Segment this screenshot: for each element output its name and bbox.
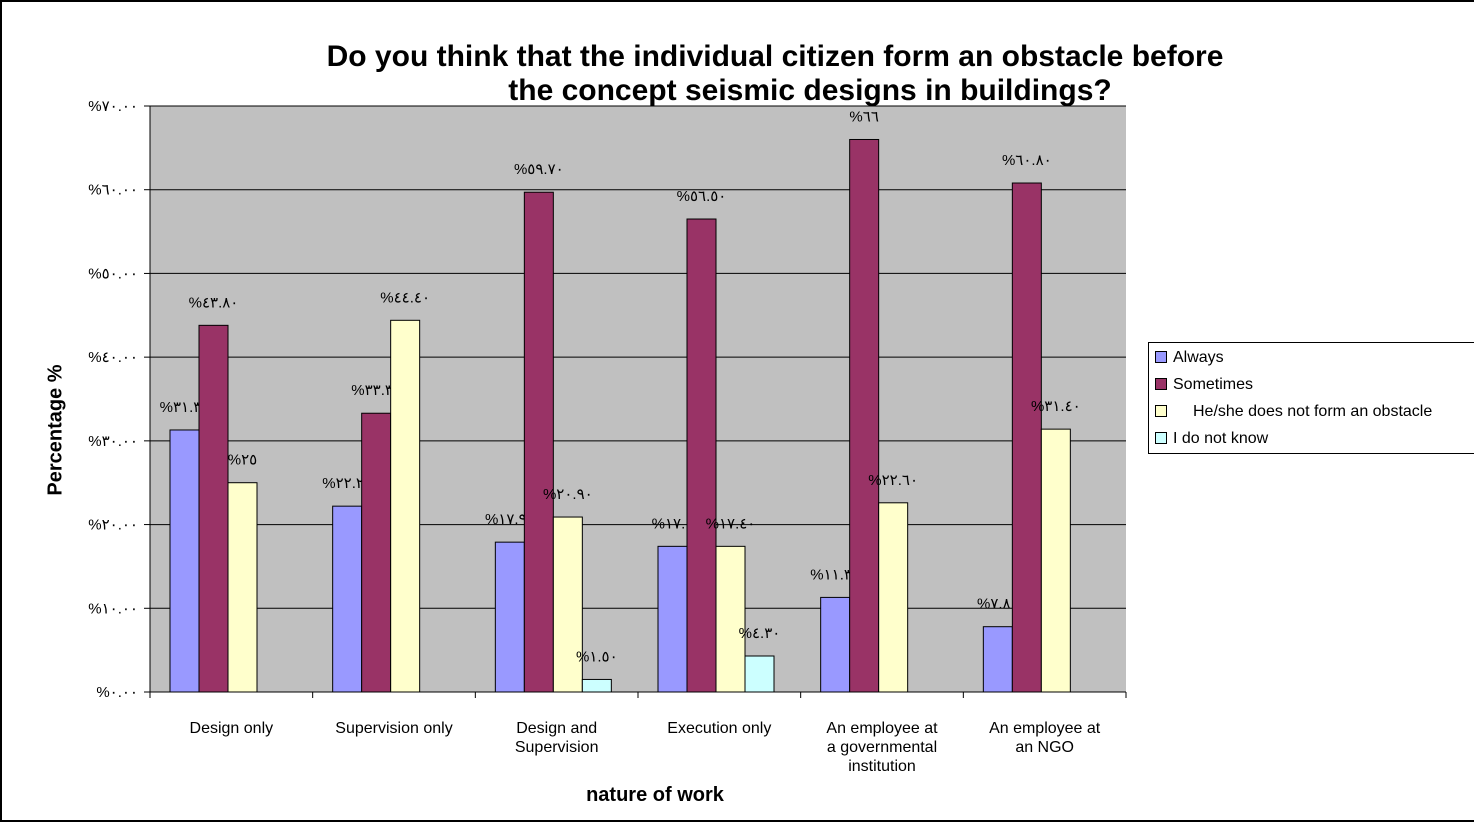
- x-tick-label-line: Design and: [516, 720, 597, 737]
- y-tick-label: %٤٠.٠٠: [88, 349, 138, 366]
- data-label: %٢٠.٩٠: [543, 486, 593, 503]
- legend-label-sometimes: Sometimes: [1173, 376, 1254, 393]
- data-label: %٧.٨٠: [977, 596, 1019, 613]
- x-tick-label-line: An employee at: [826, 720, 938, 737]
- bar: [523, 191, 554, 693]
- x-tick-label-line: institution: [848, 758, 916, 775]
- bar: [715, 545, 746, 693]
- legend-item-always: Always: [1155, 347, 1224, 369]
- data-label: %١٧.٤: [652, 515, 694, 532]
- plot-area: [150, 106, 1126, 692]
- data-label: %٤٤.٤٠: [380, 289, 430, 306]
- data-label: %١١.٣٠: [810, 566, 860, 583]
- y-tick-label: %٢٠.٠٠: [88, 517, 138, 534]
- bar: [744, 655, 775, 693]
- data-label: %١.٥٠: [576, 648, 618, 665]
- data-label: %٢٢.٦٠: [868, 472, 918, 489]
- data-label: %٢٢.٢٠: [322, 475, 372, 492]
- legend-item-no-obstacle: He/she does not form an obstacle: [1155, 401, 1432, 423]
- bar: [849, 138, 880, 693]
- y-tick-label: %٣٠.٠٠: [88, 433, 138, 450]
- x-tick-label-line: Execution only: [667, 720, 771, 737]
- data-label: %٣٣.٣٠: [351, 382, 401, 399]
- x-axis-label: nature of work: [586, 784, 724, 806]
- legend-label-do-not-know: I do not know: [1173, 430, 1269, 447]
- bar: [686, 218, 717, 693]
- x-tick-label: Execution only: [667, 720, 771, 737]
- bar: [494, 541, 525, 693]
- data-label: %٦٠.٨٠: [1002, 152, 1052, 169]
- bar: [198, 324, 229, 693]
- x-tick-label-line: Design only: [190, 720, 274, 737]
- legend-item-do-not-know: I do not know: [1155, 428, 1268, 450]
- legend-swatch-do-not-know: [1155, 431, 1167, 444]
- x-tick-label: Design and Supervision: [515, 720, 599, 756]
- y-tick-label: %٥٠.٠٠: [88, 265, 138, 282]
- bar: [390, 319, 421, 693]
- legend-item-sometimes: Sometimes: [1155, 374, 1253, 396]
- bar: [227, 482, 258, 693]
- bar: [820, 596, 851, 693]
- x-tick-label: An employee at an NGO: [989, 720, 1101, 756]
- bar: [332, 505, 363, 693]
- legend-swatch-sometimes: [1155, 377, 1167, 390]
- x-tick-label: An employee at a governmental institution: [826, 720, 938, 775]
- data-label: %٣١.٣٠: [160, 399, 210, 416]
- data-label: %١٧.٤٠: [706, 515, 756, 532]
- bar: [1040, 428, 1071, 693]
- y-tick-label: %٠.٠٠: [96, 684, 138, 701]
- bar: [878, 502, 909, 693]
- legend-swatch-always: [1155, 350, 1167, 363]
- data-label: %٤٣.٨٠: [189, 294, 239, 311]
- bar: [1011, 182, 1042, 693]
- chart-title-line-2: the concept seismic designs in buildings…: [508, 74, 1112, 107]
- x-tick-label-line: An employee at: [989, 720, 1101, 737]
- legend-swatch-no-obstacle: [1155, 404, 1167, 417]
- data-label: %١٧.٩٠: [485, 511, 535, 528]
- x-tick-label-line: an NGO: [1015, 739, 1074, 756]
- legend-label-always: Always: [1173, 349, 1224, 366]
- bar: [657, 545, 688, 693]
- data-label: %٢٥: [228, 452, 257, 469]
- chart-title-line-1: Do you think that the individual citizen…: [326, 40, 1224, 73]
- x-tick-label: Design only: [190, 720, 274, 737]
- bar: [982, 626, 1013, 693]
- bar: [581, 678, 612, 693]
- y-tick-label: %١٠.٠٠: [88, 600, 138, 617]
- bar: [552, 516, 583, 693]
- x-tick-label: Supervision only: [335, 720, 452, 737]
- data-label: %٥٩.٧٠: [514, 161, 564, 178]
- chart-title: Do you think that the individual citizen…: [200, 40, 1350, 108]
- y-axis-label: Percentage %: [44, 364, 67, 496]
- legend-label-no-obstacle: He/she does not form an obstacle: [1193, 403, 1433, 420]
- data-label: %٥٦.٥٠: [677, 188, 727, 205]
- bar: [361, 412, 392, 693]
- legend: Always Sometimes He/she does not form an…: [1148, 342, 1474, 454]
- x-tick-label-line: Supervision only: [335, 720, 452, 737]
- y-tick-label: %٧٠.٠٠: [88, 98, 138, 115]
- bar: [169, 429, 200, 693]
- data-label: %٦٦: [849, 108, 878, 125]
- data-label: %٣١.٤٠: [1031, 398, 1081, 415]
- x-tick-label-line: a governmental: [827, 739, 937, 756]
- data-label: %٤.٣٠: [739, 625, 781, 642]
- x-tick-label-line: Supervision: [515, 739, 599, 756]
- y-tick-label: %٦٠.٠٠: [88, 182, 138, 199]
